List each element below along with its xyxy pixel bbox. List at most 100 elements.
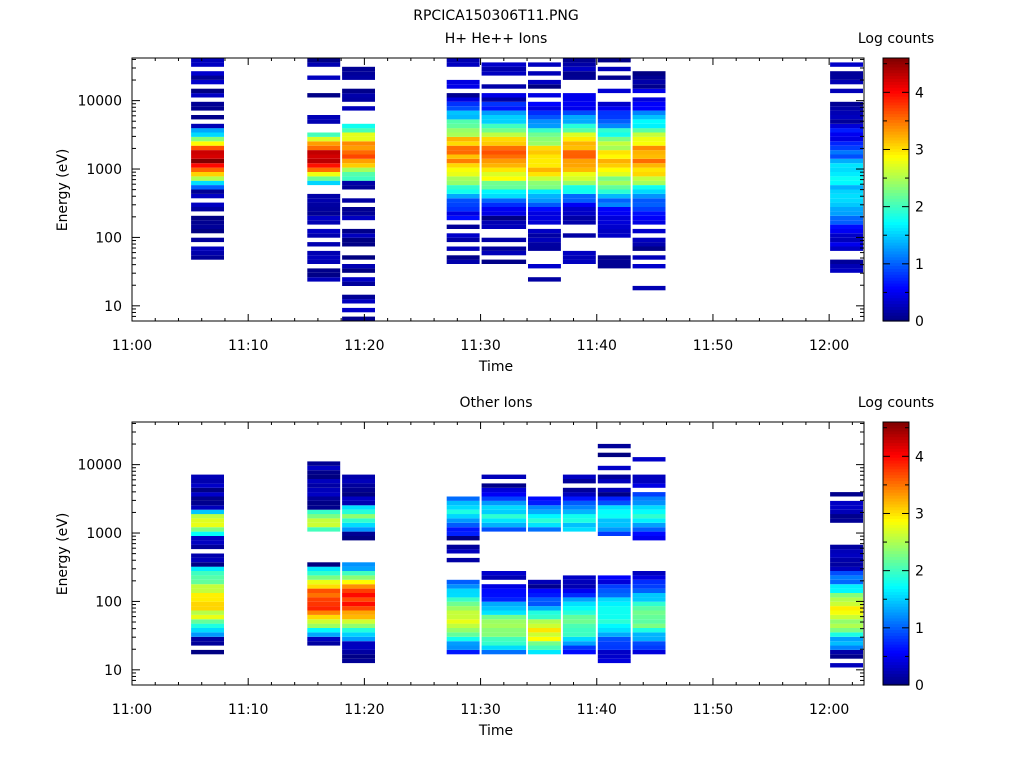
heatmap-cell — [307, 527, 341, 532]
heatmap-cell — [562, 58, 596, 63]
heatmap-cell — [528, 597, 561, 602]
heatmap-cell — [528, 518, 561, 523]
heatmap-cell — [342, 136, 375, 142]
heatmap-cell — [446, 58, 480, 63]
heatmap-cell — [191, 623, 224, 628]
heatmap-cell — [830, 119, 863, 124]
colorbar-step — [883, 300, 909, 305]
heatmap-cell — [830, 641, 863, 646]
heatmap-cell — [481, 527, 527, 532]
heatmap-cell — [307, 75, 341, 80]
colorbar-step — [883, 445, 909, 449]
heatmap-cell — [597, 141, 631, 146]
heatmap-cell — [481, 176, 527, 181]
heatmap-cell — [632, 575, 666, 580]
heatmap-cell — [597, 259, 631, 264]
heatmap-cell — [528, 84, 561, 89]
heatmap-cell — [191, 553, 224, 558]
x-tick-label: 11:50 — [693, 702, 733, 718]
colorbar-step — [883, 81, 909, 85]
heatmap-cell — [342, 597, 375, 602]
colorbar-step — [883, 142, 909, 147]
heatmap-cell — [528, 163, 561, 168]
colorbar-step — [883, 433, 909, 438]
colorbar-tick-label: 2 — [915, 200, 924, 216]
colorbar-step — [883, 139, 909, 144]
heatmap-cell — [342, 123, 375, 129]
heatmap-cell — [481, 150, 527, 155]
heatmap-cell — [342, 163, 375, 168]
heatmap-cell — [562, 202, 596, 207]
colorbar-step — [883, 116, 909, 120]
heatmap-cell — [830, 233, 863, 238]
heatmap-cell — [528, 505, 561, 510]
heatmap-cell — [632, 509, 666, 515]
heatmap-cell — [597, 207, 631, 212]
heatmap-cell — [446, 610, 480, 615]
heatmap-cell — [446, 505, 480, 510]
y-tick-label: 10 — [104, 299, 122, 315]
colorbar-step — [883, 110, 909, 115]
colorbar-step — [883, 107, 909, 112]
heatmap-cell — [632, 145, 666, 151]
heatmap-cell — [562, 593, 596, 598]
heatmap-cell — [307, 207, 341, 212]
colorbar-step — [883, 492, 909, 496]
heatmap-cell — [597, 158, 631, 164]
heatmap-cell — [632, 483, 666, 488]
heatmap-cell — [307, 141, 341, 146]
heatmap-cell — [342, 97, 375, 102]
heatmap-cell — [597, 597, 631, 602]
colorbar-step — [883, 192, 909, 196]
colorbar-step — [883, 424, 909, 429]
x-tick-label: 11:10 — [228, 702, 268, 718]
heatmap-cell — [342, 531, 375, 536]
heatmap-cell — [342, 228, 375, 234]
heatmap-cell — [830, 259, 863, 264]
colorbar-step — [883, 609, 909, 613]
heatmap-cell — [342, 562, 375, 567]
colorbar-step — [883, 247, 909, 252]
heatmap-cell — [342, 487, 375, 493]
colorbar-step — [883, 98, 909, 103]
heatmap-cell — [481, 250, 527, 256]
heatmap-cell — [446, 536, 480, 541]
heatmap-cell — [342, 307, 375, 313]
x-tick-label: 11:30 — [460, 338, 500, 354]
heatmap-cell — [481, 71, 527, 76]
heatmap-cell — [191, 106, 224, 111]
heatmap-cell — [342, 299, 375, 304]
heatmap-cell — [481, 518, 527, 523]
colorbar-step — [883, 614, 909, 619]
heatmap-cell — [632, 597, 666, 602]
y-tick-label: 100 — [95, 230, 122, 246]
heatmap-cell — [562, 176, 596, 181]
heatmap-cell — [307, 584, 341, 589]
heatmap-cell — [597, 606, 631, 611]
heatmap-cell — [307, 518, 341, 523]
heatmap-cell — [342, 93, 375, 98]
heatmap-cell — [446, 158, 480, 164]
heatmap-cell — [481, 246, 527, 251]
heatmap-cell — [830, 242, 863, 247]
heatmap-cell — [191, 575, 224, 580]
heatmap-cell — [307, 268, 341, 273]
colorbar-step — [883, 547, 909, 552]
heatmap-cell — [562, 575, 596, 580]
heatmap-cell — [528, 264, 561, 269]
heatmap-cell — [191, 571, 224, 576]
colorbar-step — [883, 664, 909, 669]
colorbar-step — [883, 285, 909, 290]
heatmap-cell — [481, 492, 527, 497]
heatmap-cell — [342, 198, 375, 203]
heatmap-cell — [632, 150, 666, 155]
heatmap-cell — [562, 645, 596, 650]
heatmap-cell — [307, 562, 341, 567]
colorbar-step — [883, 448, 909, 452]
heatmap-cell — [191, 474, 224, 479]
heatmap-cell — [528, 71, 561, 76]
y-axis-ticks: 10 100 1000 10000 — [77, 422, 864, 686]
heatmap-cell — [830, 75, 863, 80]
heatmap-cell — [528, 527, 561, 532]
colorbar-step — [883, 439, 909, 444]
